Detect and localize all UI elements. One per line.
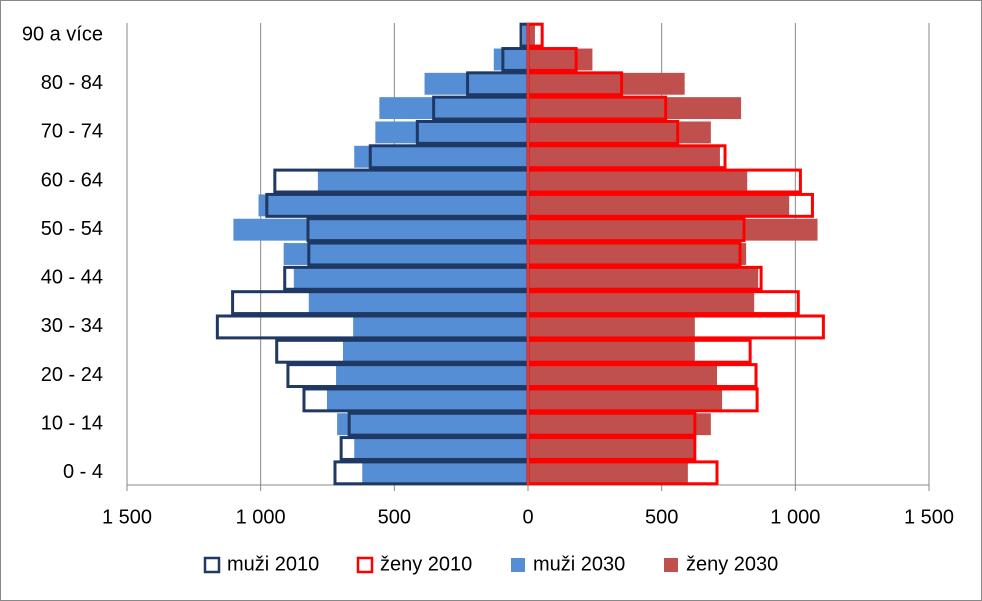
x-tick-label: 1 000 — [770, 506, 820, 528]
bar — [362, 461, 528, 484]
bar — [424, 72, 528, 95]
bar — [528, 413, 711, 436]
y-tick-label: 50 - 54 — [41, 218, 103, 240]
bar — [283, 243, 528, 265]
legend-swatch — [203, 556, 221, 574]
bar — [528, 316, 695, 338]
bar — [258, 194, 528, 217]
bar — [528, 243, 747, 265]
x-tick-label: 1 000 — [236, 506, 286, 528]
x-tick-label: 500 — [645, 506, 678, 528]
y-tick-label: 10 - 14 — [41, 412, 103, 434]
y-tick-label: 20 - 24 — [41, 364, 103, 386]
bar — [528, 218, 818, 241]
bar — [375, 121, 528, 144]
x-tick-label: 1 500 — [102, 506, 152, 528]
x-tick-label: 0 — [522, 506, 533, 528]
bar — [528, 72, 685, 95]
bar — [493, 48, 528, 71]
bar — [233, 218, 528, 241]
bar — [528, 340, 695, 363]
bar — [353, 316, 528, 338]
y-tick-label: 90 a více — [22, 23, 103, 45]
bar — [354, 145, 528, 168]
bar — [528, 388, 723, 411]
bar — [528, 437, 695, 460]
bar — [528, 291, 755, 314]
legend-label: ženy 2030 — [686, 553, 778, 575]
y-tick-label: 80 - 84 — [41, 72, 103, 94]
bar — [308, 291, 528, 314]
bar — [343, 340, 528, 363]
bar — [379, 97, 528, 120]
bar — [528, 194, 790, 217]
x-tick-label: 500 — [378, 506, 411, 528]
bar — [293, 267, 528, 290]
bar — [326, 388, 528, 411]
bar — [317, 170, 528, 192]
bar — [528, 48, 593, 71]
bar — [528, 364, 718, 387]
x-tick-label: 1 500 — [904, 506, 954, 528]
bar — [528, 267, 759, 290]
legend-swatch — [356, 556, 374, 574]
legend-swatch — [511, 558, 525, 572]
y-tick-label: 60 - 64 — [41, 169, 103, 191]
y-tick-label: 30 - 34 — [41, 315, 103, 337]
legend-label: muži 2010 — [227, 553, 319, 575]
bar — [528, 461, 688, 484]
bar — [528, 24, 535, 47]
bar — [528, 97, 742, 120]
legend-label: ženy 2010 — [380, 553, 472, 575]
legend-swatch — [664, 558, 678, 572]
y-tick-label: 70 - 74 — [41, 121, 103, 143]
bar — [522, 24, 528, 47]
bar — [337, 413, 528, 436]
bar — [528, 121, 711, 144]
legend-label: muži 2030 — [533, 553, 625, 575]
bar — [354, 437, 528, 460]
y-tick-label: 40 - 44 — [41, 267, 103, 289]
y-tick-label: 0 - 4 — [63, 461, 103, 483]
bar — [528, 170, 748, 192]
bar — [528, 145, 720, 168]
bar — [336, 364, 528, 387]
